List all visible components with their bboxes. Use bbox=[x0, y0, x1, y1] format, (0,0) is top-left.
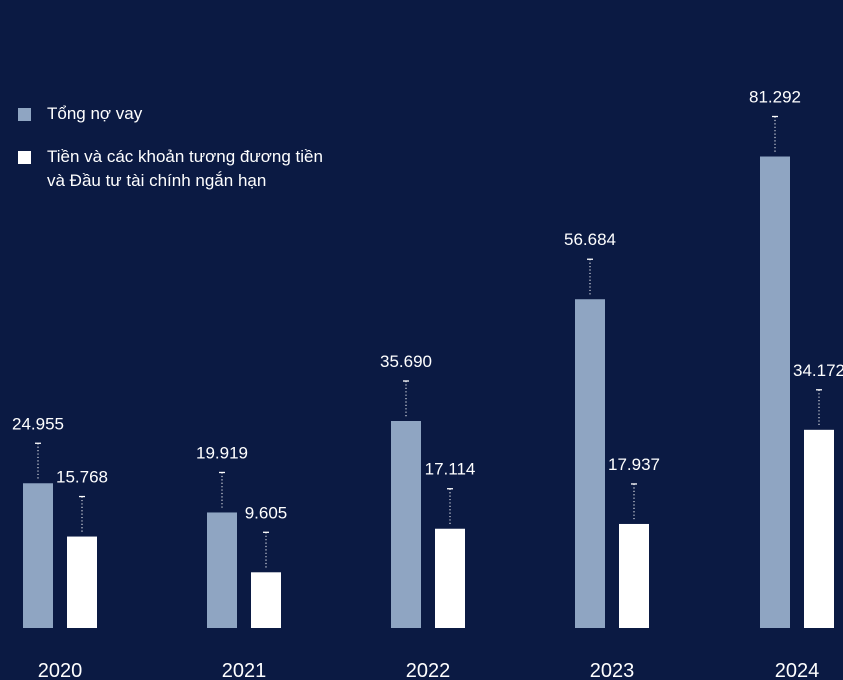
x-tick-label-2023: 2023 bbox=[590, 660, 635, 680]
x-tick-label-2024: 2024 bbox=[775, 660, 820, 680]
x-tick-label-2021: 2021 bbox=[222, 660, 267, 680]
value-label-cash-2023: 17.937 bbox=[608, 455, 660, 474]
value-label-total-debt-2024: 81.292 bbox=[749, 88, 801, 107]
bar-total-debt-2020 bbox=[23, 483, 53, 628]
legend-label-cash: Tiền và các khoản tương đương tiền và Đầ… bbox=[47, 147, 323, 190]
bar-cash-2021 bbox=[251, 572, 281, 628]
value-label-total-debt-2021: 19.919 bbox=[196, 443, 248, 462]
value-label-total-debt-2022: 35.690 bbox=[380, 352, 432, 371]
bar-cash-2020 bbox=[67, 536, 97, 628]
value-label-cash-2020: 15.768 bbox=[56, 468, 108, 487]
bar-total-debt-2024 bbox=[760, 156, 790, 628]
value-label-cash-2024: 34.172 bbox=[793, 361, 843, 380]
value-label-total-debt-2020: 24.955 bbox=[12, 414, 64, 433]
leader-lines-group bbox=[35, 115, 822, 569]
x-tick-label-2022: 2022 bbox=[406, 660, 451, 680]
x-tick-label-2020: 2020 bbox=[38, 660, 83, 680]
value-label-cash-2022: 17.114 bbox=[425, 460, 476, 479]
bar-total-debt-2023 bbox=[575, 299, 605, 628]
bar-cash-2024 bbox=[804, 429, 834, 628]
bar-cash-2022 bbox=[435, 528, 465, 628]
value-label-cash-2021: 9.605 bbox=[245, 503, 288, 522]
value-label-total-debt-2023: 56.684 bbox=[564, 230, 616, 249]
bar-total-debt-2021 bbox=[207, 512, 237, 628]
legend-swatch-cash bbox=[18, 151, 31, 164]
bar-cash-2023 bbox=[619, 523, 649, 628]
value-labels-group: 24.955 15.768 19.919 9.605 35.690 17.114 56.68… bbox=[12, 88, 843, 523]
bars-group bbox=[23, 156, 834, 628]
x-tick-labels-group: 2020 2021 2022 2023 2024 bbox=[38, 660, 820, 680]
legend-swatch-total-debt bbox=[18, 108, 31, 121]
legend-label-total-debt: Tổng nợ vay bbox=[47, 104, 143, 123]
bar-total-debt-2022 bbox=[391, 420, 421, 628]
